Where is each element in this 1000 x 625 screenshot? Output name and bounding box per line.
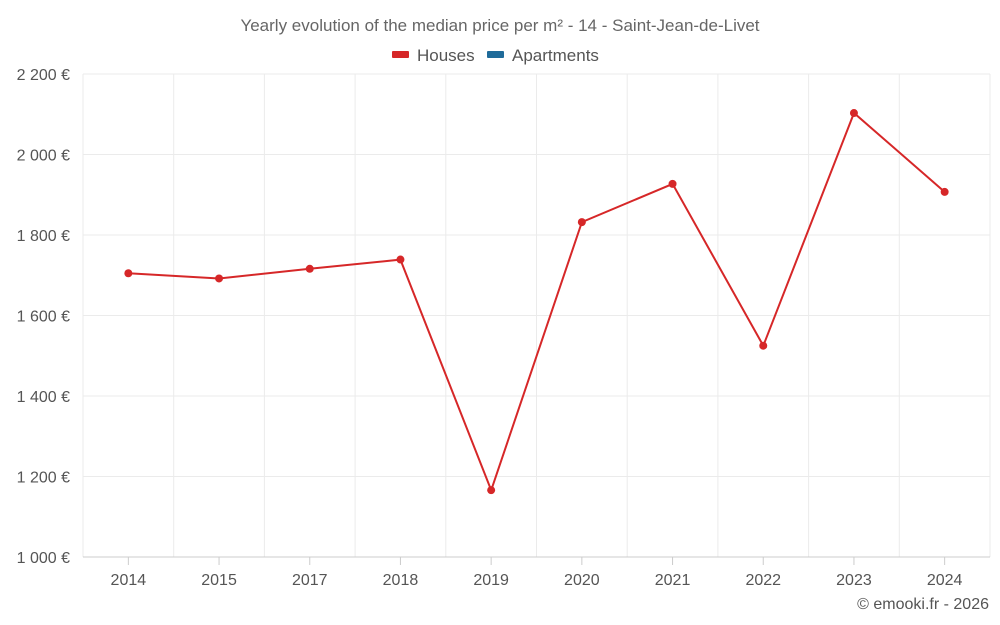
x-axis-ticks: 2014 2015 2017 2018 2019 2020 2021 2022 2023 2024 [111,557,963,589]
data-point-houses-2015[interactable] [215,274,224,283]
x-tick-label: 2020 [564,572,600,589]
gridlines [82,73,991,557]
y-tick-label: 1 600 € [17,309,70,326]
data-point-houses-2017[interactable] [305,264,314,273]
legend-label-apartments: Apartments [512,46,599,65]
data-point-houses-2024[interactable] [940,187,949,196]
data-point-houses-2018[interactable] [396,255,405,264]
x-tick-label: 2014 [111,572,147,589]
y-tick-label: 1 400 € [17,389,70,406]
credit-text: © emooki.fr - 2026 [857,596,989,613]
x-tick-label: 2024 [927,572,963,589]
data-point-houses-2019[interactable] [487,486,496,495]
x-tick-label: 2015 [201,572,237,589]
y-tick-label: 1 000 € [17,550,70,567]
series-line-houses [128,111,946,494]
x-tick-label: 2022 [745,572,781,589]
data-point-houses-2022[interactable] [759,341,768,350]
legend-item-houses[interactable]: Houses [392,46,475,65]
legend-label-houses: Houses [417,46,475,65]
x-tick-label: 2023 [836,572,872,589]
y-axis-ticks: 1 000 € 1 200 € 1 400 € 1 600 € 1 800 € 2 000… [17,67,70,567]
data-point-houses-2020[interactable] [577,218,586,227]
legend-swatch-houses [392,51,409,58]
series-houses [124,109,949,495]
data-point-houses-2014[interactable] [124,269,133,278]
x-tick-label: 2017 [292,572,328,589]
data-point-houses-2021[interactable] [668,179,677,188]
x-tick-label: 2021 [655,572,691,589]
legend-item-apartments[interactable]: Apartments [487,46,599,65]
y-tick-label: 2 200 € [17,67,70,84]
data-point-houses-2023[interactable] [849,109,858,118]
y-tick-label: 2 000 € [17,148,70,165]
legend-swatch-apartments [487,51,504,58]
x-tick-label: 2018 [383,572,419,589]
legend: Houses Apartments [392,46,599,65]
chart-title: Yearly evolution of the median price per… [240,16,759,35]
x-tick-label: 2019 [473,572,509,589]
y-tick-label: 1 800 € [17,228,70,245]
y-tick-label: 1 200 € [17,470,70,487]
